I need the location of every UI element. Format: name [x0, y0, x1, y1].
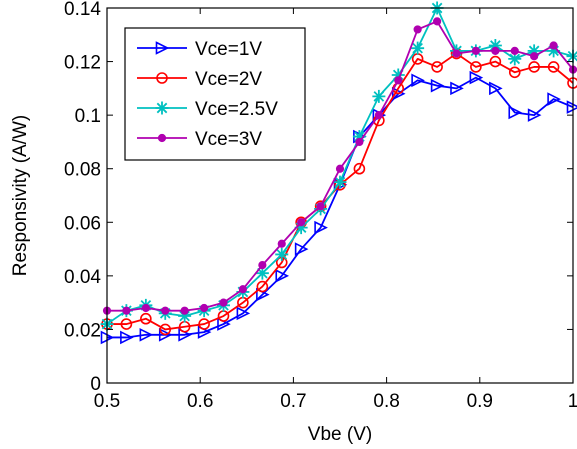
data-point	[140, 312, 152, 325]
data-point	[488, 39, 502, 52]
legend-entry: Vce=2.5V	[137, 99, 278, 120]
data-point	[180, 306, 189, 315]
data-point	[275, 269, 290, 283]
data-point	[471, 46, 480, 55]
data-point	[489, 81, 503, 96]
data-point	[335, 164, 345, 173]
data-point	[528, 61, 540, 73]
series-Vce=1V	[100, 70, 577, 345]
legend-marker	[155, 101, 169, 115]
legend-marker	[155, 41, 170, 55]
y-tick-label: 0.14	[64, 0, 101, 20]
data-point	[333, 175, 347, 189]
legend-marker	[157, 133, 167, 143]
data-point	[527, 44, 541, 58]
data-point	[120, 330, 134, 345]
data-point	[275, 247, 289, 261]
data-point	[316, 202, 325, 211]
legend-entry: Vce=2V	[137, 69, 262, 90]
data-point	[411, 41, 425, 55]
x-tick-label: 0.7	[280, 391, 306, 412]
data-point	[489, 55, 502, 68]
data-point	[510, 46, 519, 55]
axes: 0.5 0.6 0.7 0.8 0.9 1 0 0.02 0.04 0.06 0.08 0.1 0.12…	[10, 0, 577, 445]
data-point	[469, 70, 484, 85]
data-point	[431, 61, 443, 73]
x-tick-label: 1	[568, 391, 577, 412]
data-point	[470, 61, 482, 73]
y-tick-label: 0.1	[75, 106, 101, 127]
data-point	[391, 86, 406, 101]
legend-entry: Vce=3V	[137, 129, 262, 150]
data-point	[547, 61, 560, 73]
data-point	[450, 81, 464, 96]
series-Vce=3V	[102, 17, 577, 315]
data-point	[508, 52, 522, 66]
data-point	[508, 105, 523, 120]
legend-label: Vce=1V	[195, 39, 262, 60]
data-point	[159, 323, 172, 336]
data-point	[433, 17, 442, 26]
x-axis-label: Vbe (V)	[308, 424, 372, 445]
data-point	[547, 44, 561, 58]
data-point	[219, 298, 228, 307]
y-tick-label: 0.02	[64, 320, 101, 341]
legend: Vce=1V Vce=2V Vce=2.5V Vce=3V	[124, 27, 306, 161]
data-point	[374, 111, 383, 120]
data-point	[430, 78, 445, 93]
data-point	[547, 92, 561, 106]
data-point	[452, 49, 461, 58]
data-point	[391, 68, 405, 82]
data-point	[413, 25, 422, 34]
data-point	[352, 130, 366, 144]
data-point	[122, 306, 131, 315]
data-point	[314, 220, 328, 235]
legend-entry: Vce=1V	[137, 39, 262, 60]
data-point	[120, 318, 133, 330]
data-point	[158, 327, 173, 342]
data-point	[297, 218, 306, 227]
x-tick-label: 0.9	[467, 391, 493, 412]
data-point	[198, 318, 210, 330]
data-point	[178, 309, 192, 323]
data-point	[530, 52, 539, 61]
y-tick-label: 0.12	[64, 53, 101, 74]
legend-label: Vce=2.5V	[195, 99, 278, 120]
data-point	[355, 137, 364, 147]
data-point	[294, 242, 309, 256]
y-tick-label: 0.04	[64, 267, 101, 288]
data-point	[236, 306, 251, 321]
data-point	[258, 261, 267, 270]
data-point	[141, 303, 150, 313]
legend-label: Vce=2V	[195, 69, 262, 90]
data-point	[255, 266, 269, 280]
legend-label: Vce=3V	[195, 129, 262, 150]
data-point	[238, 285, 247, 294]
axes-frame	[106, 7, 574, 384]
data-point	[353, 162, 366, 175]
x-tick-label: 0.6	[187, 391, 213, 412]
y-tick-label: 0	[90, 374, 101, 395]
data-point	[200, 303, 209, 313]
data-point	[277, 239, 286, 248]
data-point	[549, 41, 558, 50]
x-tick-label: 0.8	[373, 391, 399, 412]
data-point	[394, 76, 403, 85]
data-point	[161, 306, 170, 315]
data-point	[372, 89, 386, 103]
data-point	[294, 221, 308, 235]
y-tick-label: 0.08	[64, 160, 101, 181]
x-tick-label: 0.5	[94, 391, 120, 412]
data-point	[139, 327, 154, 342]
legend-marker	[156, 72, 168, 84]
y-axis-label: Responsivity (A/W)	[10, 115, 31, 277]
data-point	[411, 73, 425, 88]
y-tick-label: 0.06	[64, 213, 101, 234]
data-point	[256, 280, 269, 293]
data-point	[491, 46, 500, 55]
data-point	[527, 108, 542, 122]
data-point	[508, 66, 521, 79]
